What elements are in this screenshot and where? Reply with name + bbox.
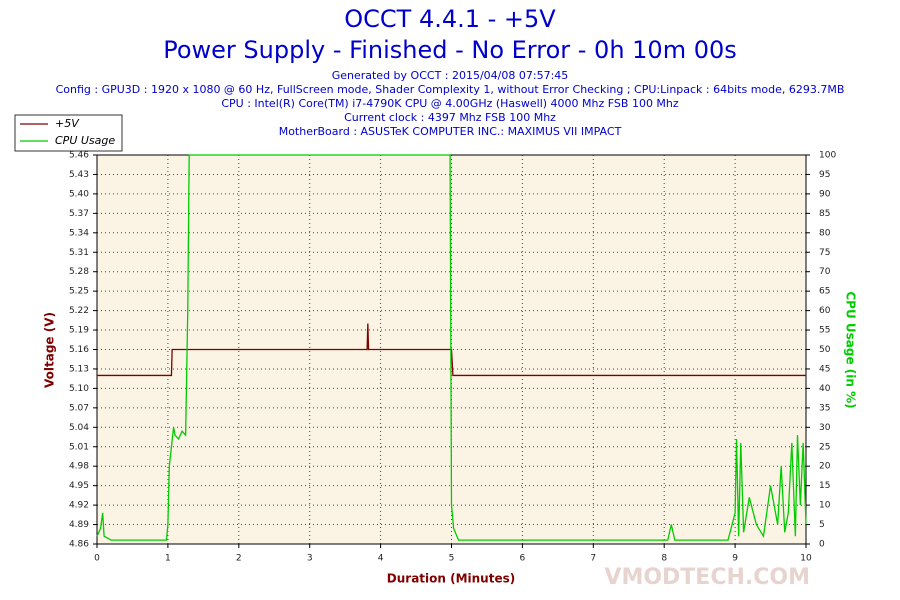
y2-tick-label: 70 — [819, 267, 831, 277]
y-tick-label: 5.01 — [69, 442, 89, 452]
y2-tick-label: 90 — [819, 189, 831, 199]
y-tick-label: 5.25 — [69, 287, 89, 297]
legend-label: CPU Usage — [55, 134, 115, 147]
x-tick-label: 5 — [449, 554, 455, 564]
y2-tick-label: 20 — [819, 462, 831, 472]
y-tick-label: 5.46 — [69, 151, 89, 161]
y-tick-label: 5.07 — [69, 403, 89, 413]
x-tick-label: 2 — [236, 554, 242, 564]
y2-tick-label: 30 — [819, 423, 831, 433]
y2-tick-label: 55 — [819, 326, 830, 336]
legend-label: +5V — [55, 117, 80, 130]
legend — [14, 114, 123, 152]
x-tick-label: 6 — [520, 554, 526, 564]
x-axis-label: Duration (Minutes) — [387, 572, 515, 586]
y-tick-label: 5.43 — [69, 170, 89, 180]
info-line: Current clock : 4397 Mhz FSB 100 Mhz — [344, 111, 556, 124]
watermark: VMODTECH.COM — [604, 565, 810, 590]
y-tick-label: 5.10 — [69, 384, 89, 394]
y-tick-label: 5.22 — [69, 306, 89, 316]
y2-tick-label: 40 — [819, 384, 831, 394]
x-tick-label: 4 — [378, 554, 384, 564]
x-tick-label: 10 — [800, 554, 812, 564]
y-tick-label: 4.86 — [69, 540, 89, 550]
y2-tick-label: 0 — [819, 540, 825, 550]
y2-axis-label: CPU Usage (in %) — [844, 291, 858, 408]
info-line: CPU : Intel(R) Core(TM) i7-4790K CPU @ 4… — [221, 97, 679, 110]
y2-tick-label: 10 — [819, 501, 831, 511]
y-tick-label: 5.16 — [69, 345, 89, 355]
y2-tick-label: 5 — [819, 520, 825, 530]
y-tick-label: 4.92 — [69, 501, 89, 511]
chart-title: OCCT 4.4.1 - +5V — [344, 5, 556, 33]
y2-tick-label: 25 — [819, 442, 830, 452]
x-tick-label: 7 — [590, 554, 596, 564]
series-line — [96, 154, 807, 541]
y2-tick-label: 15 — [819, 481, 830, 491]
y-tick-label: 5.19 — [69, 326, 89, 336]
y2-tick-label: 80 — [819, 228, 831, 238]
y2-tick-label: 75 — [819, 248, 830, 258]
y-axis-label: Voltage (V) — [43, 312, 57, 388]
y2-tick-label: 60 — [819, 306, 831, 316]
chart-subtitle: Power Supply - Finished - No Error - 0h … — [163, 36, 737, 64]
info-line: Config : GPU3D : 1920 x 1080 @ 60 Hz, Fu… — [56, 83, 845, 96]
x-tick-label: 9 — [732, 554, 738, 564]
x-tick-label: 1 — [165, 554, 171, 564]
y2-tick-label: 85 — [819, 209, 830, 219]
y2-tick-label: 50 — [819, 345, 831, 355]
y2-tick-label: 100 — [819, 151, 836, 161]
y-tick-label: 5.37 — [69, 209, 89, 219]
y2-tick-label: 65 — [819, 287, 830, 297]
y-tick-label: 5.31 — [69, 248, 89, 258]
plot-frame — [96, 154, 807, 545]
y-tick-label: 5.04 — [69, 423, 89, 433]
y2-tick-label: 95 — [819, 170, 830, 180]
y2-tick-label: 35 — [819, 403, 830, 413]
y-tick-label: 5.28 — [69, 267, 89, 277]
info-line: MotherBoard : ASUSTeK COMPUTER INC.: MAX… — [279, 125, 622, 138]
x-tick-label: 3 — [307, 554, 313, 564]
series-line — [97, 323, 806, 377]
y-tick-label: 4.95 — [69, 481, 89, 491]
x-tick-label: 0 — [94, 554, 100, 564]
y-tick-label: 4.89 — [69, 520, 89, 530]
y-tick-label: 5.13 — [69, 364, 89, 374]
y-tick-label: 5.34 — [69, 228, 89, 238]
y-tick-label: 4.98 — [69, 462, 89, 472]
info-line: Generated by OCCT : 2015/04/08 07:57:45 — [332, 69, 569, 82]
y2-tick-label: 45 — [819, 364, 830, 374]
x-tick-label: 8 — [661, 554, 667, 564]
y-tick-label: 5.40 — [69, 189, 89, 199]
